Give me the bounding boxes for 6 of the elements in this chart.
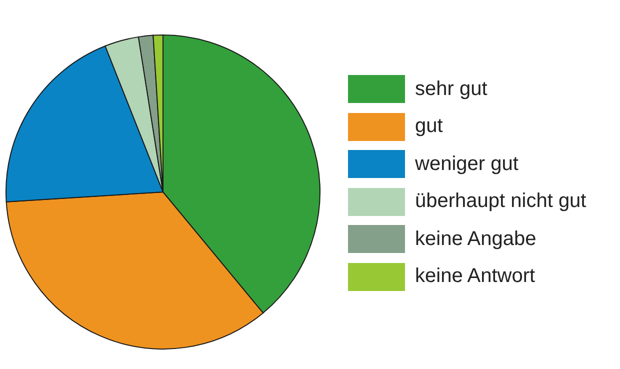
legend-label: gut bbox=[415, 115, 443, 138]
legend-label: weniger gut bbox=[415, 152, 518, 176]
legend-label: überhaupt nicht gut bbox=[415, 190, 586, 214]
legend-label: keine Angabe bbox=[415, 228, 536, 251]
legend-label: keine Antwort bbox=[415, 265, 536, 288]
legend-label: sehr gut bbox=[415, 78, 488, 100]
